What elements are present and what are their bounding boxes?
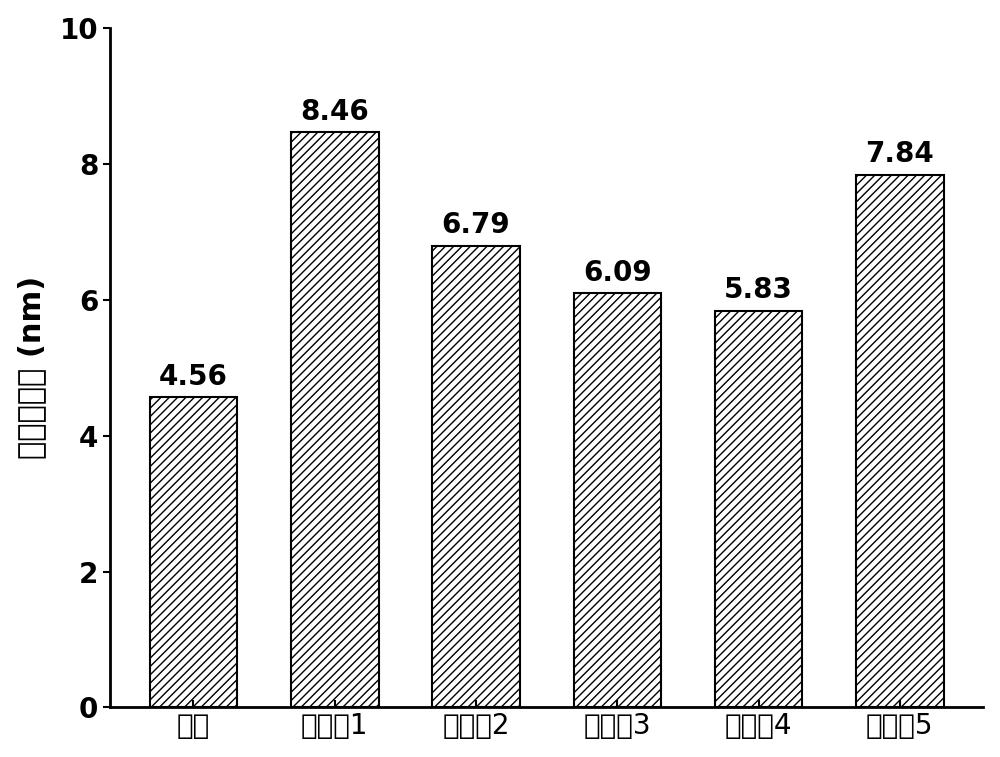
- Y-axis label: 吸附层厚度 (nm): 吸附层厚度 (nm): [17, 276, 46, 459]
- Text: 8.46: 8.46: [300, 98, 369, 126]
- Text: 6.79: 6.79: [442, 211, 510, 239]
- Bar: [574, 294, 661, 708]
- Text: 6.09: 6.09: [583, 259, 652, 287]
- Text: 4.56: 4.56: [159, 363, 228, 391]
- Text: 5.83: 5.83: [724, 276, 793, 304]
- Bar: [432, 246, 520, 708]
- Text: 7.84: 7.84: [865, 140, 934, 168]
- Bar: [856, 175, 944, 708]
- Bar: [715, 311, 802, 708]
- Bar: [291, 132, 379, 708]
- Bar: [150, 397, 237, 708]
